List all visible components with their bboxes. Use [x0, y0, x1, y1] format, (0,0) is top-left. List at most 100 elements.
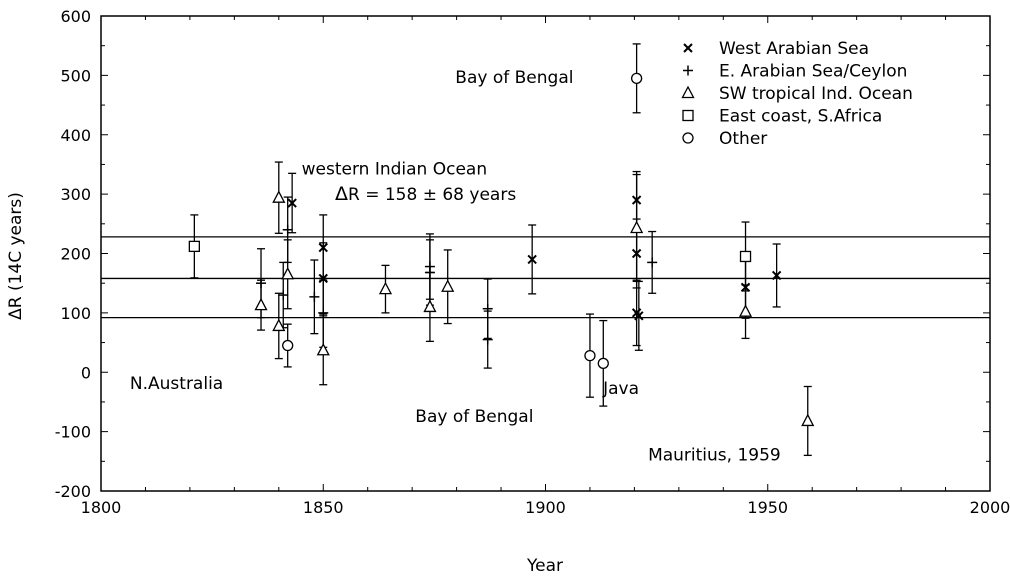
marker-triangle: [681, 85, 695, 99]
marker-square: [739, 250, 752, 263]
annotations: Bay of Bengal western Indian Ocean ΔR = 15…: [130, 68, 781, 466]
legend-item: East coast, S.Africa: [682, 107, 882, 127]
data-point: [254, 279, 268, 331]
marker-triangle: [272, 318, 286, 332]
data-point: [597, 319, 609, 407]
y-tick-label: -100: [55, 423, 91, 442]
x-tick-label: 2000: [970, 498, 1010, 517]
legend-label: SW tropical Ind. Ocean: [719, 84, 913, 104]
y-tick-label: 500: [60, 66, 91, 85]
data-point: [378, 264, 393, 314]
marker-x-stroke: [771, 270, 782, 281]
marker-circle: [682, 132, 694, 144]
data-point: [316, 315, 330, 386]
data-point: [801, 385, 815, 457]
legend-item: SW tropical Ind. Ocean: [681, 84, 913, 104]
marker-square: [682, 109, 694, 122]
data-point: [423, 271, 437, 343]
data-point: [282, 323, 294, 368]
y-axis-label: ΔR (14C years): [6, 192, 26, 320]
marker-plus: [683, 65, 693, 76]
legend-marker-x: [683, 43, 693, 53]
data-point: [527, 224, 537, 295]
marker-triangle: [738, 304, 753, 317]
data-point: [630, 43, 643, 114]
legend-label: East coast, S.Africa: [719, 107, 882, 127]
marker-plus: [309, 291, 320, 302]
marker-circle: [584, 349, 596, 362]
delta-r-value: = 158 ± 68 years: [365, 185, 516, 205]
x-tick-label: 1800: [81, 498, 122, 517]
marker-square: [188, 240, 200, 253]
legend: West Arabian Sea E. Arabian Sea/CeylonSW …: [681, 39, 913, 149]
data-point: [584, 313, 596, 398]
legend-label: E. Arabian Sea/Ceylon: [719, 62, 907, 82]
marker-triangle: [272, 190, 286, 203]
data-point: [739, 221, 752, 292]
data-point: [738, 284, 753, 340]
annotation-label: Mauritius, 1959: [648, 446, 781, 466]
marker-plus: [482, 334, 493, 345]
annotation-label: Bay of Bengal: [455, 68, 573, 88]
legend-item: West Arabian Sea: [683, 39, 869, 59]
x-tick-label: 1900: [525, 498, 566, 517]
marker-triangle: [281, 266, 295, 280]
marker-triangle: [254, 297, 268, 311]
y-tick-label: -200: [55, 482, 91, 501]
marker-triangle: [441, 279, 455, 292]
y-tick-label: 200: [60, 245, 91, 264]
y-tick-label: 400: [60, 126, 91, 145]
marker-circle: [282, 339, 294, 352]
legend-label: West Arabian Sea: [719, 39, 869, 59]
data-point: [482, 310, 493, 369]
x-tick-label: 1950: [747, 498, 788, 517]
marker-circle: [597, 357, 609, 369]
marker-x: [287, 198, 297, 208]
legend-item: E. Arabian Sea/Ceylon: [683, 62, 907, 82]
marker-triangle: [630, 220, 644, 234]
marker-triangle: [801, 413, 815, 427]
delta-r-suffix: R: [348, 185, 365, 205]
annotation-label: ΔR = 158 ± 68 years: [335, 183, 516, 205]
data-point: [281, 239, 295, 310]
x-tick-label: 1850: [303, 498, 344, 517]
marker-plus: [278, 290, 289, 301]
data-point: [771, 243, 782, 308]
marker-x-stroke: [634, 311, 644, 321]
axis-ticks: 1800 1850 1900 1950 2000 -200 -100 0 100 200 300 40…: [55, 7, 1010, 517]
legend-label: Other: [719, 129, 767, 149]
marker-triangle: [316, 342, 330, 356]
data-point: [647, 230, 658, 294]
marker-plus: [647, 257, 658, 268]
reference-lines: [101, 236, 990, 319]
data-point: [188, 214, 200, 279]
marker-x-stroke: [527, 254, 537, 265]
y-tick-label: 600: [60, 7, 91, 26]
data-point: [272, 292, 286, 360]
annotation-label: N.Australia: [130, 374, 223, 394]
marker-x: [634, 311, 644, 321]
marker-x: [527, 254, 537, 265]
legend-item: Other: [682, 129, 767, 149]
marker-x-stroke: [287, 198, 297, 208]
y-tick-label: 300: [60, 185, 91, 204]
data-point: [272, 161, 286, 234]
y-tick-label: 100: [60, 304, 91, 323]
x-axis-label: Year: [526, 556, 563, 576]
marker-x: [771, 270, 782, 281]
annotation-label: western Indian Ocean: [302, 160, 488, 180]
annotation-label: Java: [602, 379, 639, 399]
annotation-label: Bay of Bengal: [415, 407, 533, 427]
data-point: [630, 173, 644, 283]
data-marks: [188, 43, 815, 457]
data-point: [309, 259, 320, 335]
marker-plus: [282, 224, 293, 235]
delta-symbol: Δ: [335, 183, 348, 205]
marker-triangle: [423, 299, 437, 313]
data-point: [441, 249, 455, 325]
marker-circle: [630, 72, 643, 84]
data-point: [287, 172, 297, 234]
y-tick-label: 0: [81, 363, 91, 382]
marker-triangle: [378, 281, 393, 295]
